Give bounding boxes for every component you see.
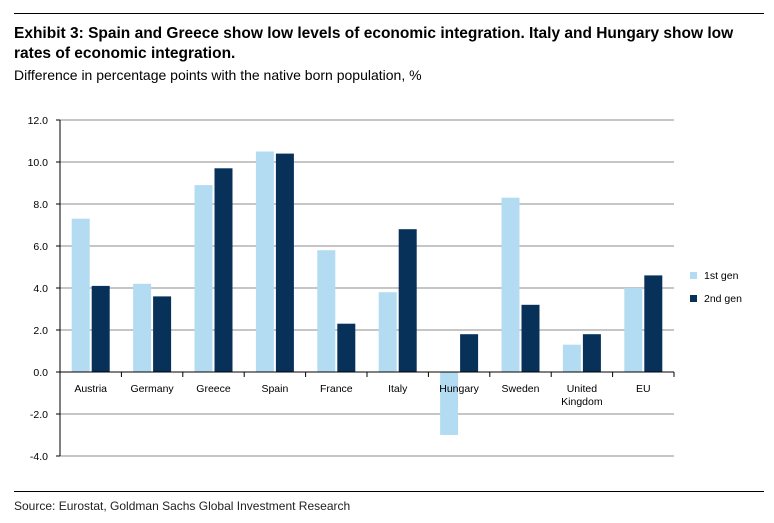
x-tick-label: Greece [196,383,231,395]
x-tick-label: EU [636,383,651,395]
x-tick-label-line: France [320,383,353,395]
x-tick-label-line: Hungary [439,383,479,395]
x-tick-label: Germany [131,383,175,395]
bar-1st-gen-greece [194,185,213,372]
x-tick-label-line: Kingdom [561,396,603,408]
y-tick-label: 0.0 [33,367,48,379]
x-tick-label: France [320,383,353,395]
legend-label-2nd-gen: 2nd gen [704,293,742,305]
chart-subtitle: Difference in percentage points with the… [14,67,422,83]
chart-title: Exhibit 3: Spain and Greece show low lev… [14,25,734,62]
bar-1st-gen-united-kingdom [562,344,581,372]
bar-2nd-gen-eu [644,275,663,372]
gridlines [60,119,674,457]
x-tick-label-line: Austria [74,383,107,395]
x-tick-label-line: United [567,383,598,395]
bar-1st-gen-germany [133,283,152,372]
x-tick-label: Hungary [439,383,479,395]
bars [71,151,663,435]
x-tick-label: Austria [74,383,107,395]
bar-1st-gen-spain [255,151,274,372]
bar-2nd-gen-germany [153,296,172,372]
bar-2nd-gen-france [337,323,356,372]
bar-2nd-gen-united-kingdom [582,334,601,372]
x-axis: Austria Germany Greece Spain France Italy Hung… [59,371,675,408]
legend-swatch-2nd-gen [690,295,697,302]
x-tick-label-line: EU [636,383,651,395]
y-tick-label: 10.0 [28,157,49,169]
footer-rule [14,491,764,492]
bar-2nd-gen-austria [91,285,110,372]
bar-1st-gen-eu [624,288,643,372]
bar-2nd-gen-greece [214,168,233,372]
source-note: Source: Eurostat, Goldman Sachs Global I… [14,499,351,513]
x-tick-label: Sweden [502,383,540,395]
y-tick-label: -2.0 [30,409,48,421]
x-tick-label-line: Greece [196,383,231,395]
y-tick-label: 6.0 [33,241,48,253]
y-axis: 12.0 10.0 8.0 6.0 4.0 2.0 0.0 -2.0 -4.0 [28,115,61,463]
x-tick-label-line: Italy [388,383,408,395]
bar-1st-gen-sweden [501,197,520,372]
y-tick-label: -4.0 [30,451,48,463]
x-tick-label-line: Germany [131,383,175,395]
x-tick-label: United Kingdom [561,383,603,408]
bar-1st-gen-france [317,250,336,372]
legend-label-1st-gen: 1st gen [704,270,739,282]
x-tick-label: Spain [261,383,288,395]
bar-2nd-gen-hungary [460,334,479,372]
header-rule [14,13,764,14]
y-tick-label: 4.0 [33,283,48,295]
bar-1st-gen-italy [378,292,397,372]
y-tick-label: 8.0 [33,199,48,211]
x-tick-label-line: Spain [261,383,288,395]
bar-2nd-gen-italy [398,229,417,372]
y-tick-label: 2.0 [33,325,48,337]
legend-swatch-1st-gen [690,272,697,279]
bar-2nd-gen-sweden [521,304,540,372]
legend: 1st gen 2nd gen [690,270,742,305]
x-tick-label: Italy [388,383,408,395]
bar-2nd-gen-spain [275,153,294,372]
x-tick-label-line: Sweden [502,383,540,395]
bar-1st-gen-hungary [440,372,459,435]
bar-1st-gen-austria [71,218,90,372]
y-tick-label: 12.0 [28,115,49,127]
